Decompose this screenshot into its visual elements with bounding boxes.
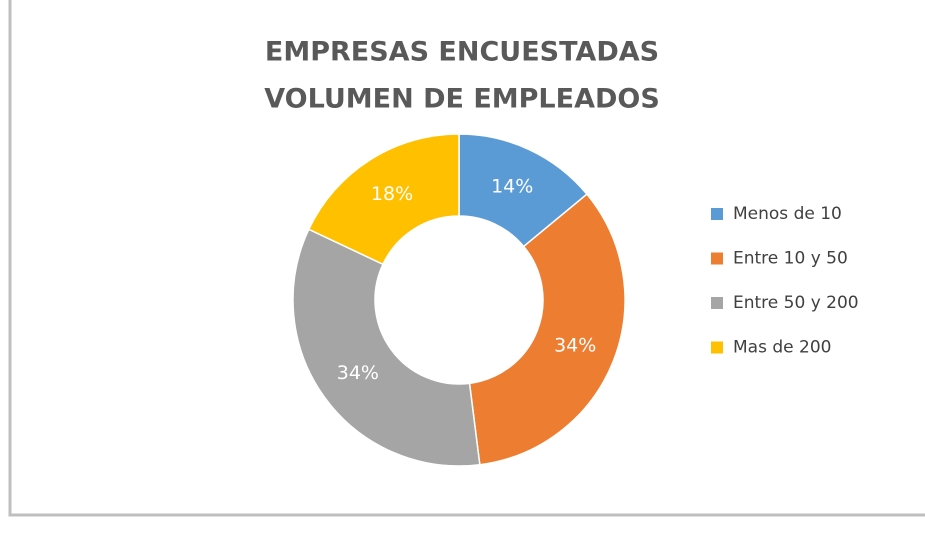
legend-swatch	[711, 297, 723, 309]
legend-label: Entre 50 y 200	[733, 293, 859, 313]
donut-segment	[307, 133, 460, 266]
chart-title: VOLUMEN DE EMPLEADOS	[264, 84, 660, 115]
legend-label: Menos de 10	[733, 204, 842, 224]
donut-segment	[468, 193, 626, 466]
legend-label: Mas de 200	[733, 338, 831, 358]
data-label: 14%	[491, 175, 533, 197]
chart-title: EMPRESAS ENCUESTADAS	[265, 37, 659, 68]
legend-swatch	[711, 341, 723, 354]
data-label: 34%	[554, 335, 596, 357]
data-label: 18%	[371, 183, 413, 205]
legend-label: Entre 10 y 50	[733, 249, 848, 269]
legend-swatch	[711, 252, 723, 265]
legend-swatch	[711, 208, 723, 220]
donut-segment	[292, 228, 481, 467]
data-label: 34%	[337, 362, 379, 384]
